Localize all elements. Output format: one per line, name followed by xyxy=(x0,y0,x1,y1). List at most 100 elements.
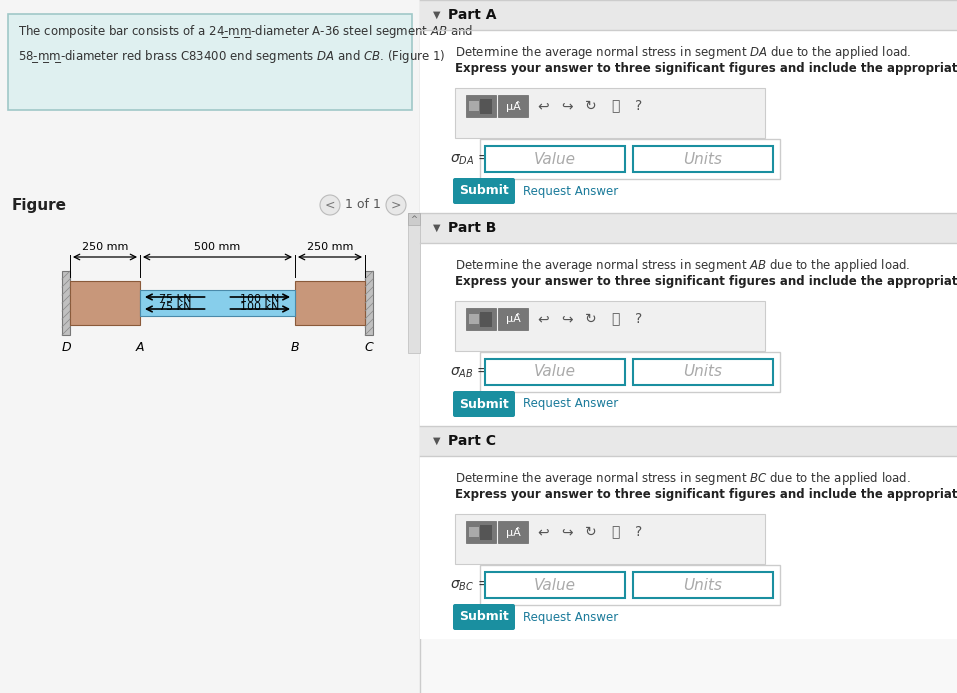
Text: Part A: Part A xyxy=(448,8,497,22)
Text: ↩: ↩ xyxy=(537,99,548,113)
FancyBboxPatch shape xyxy=(420,30,957,213)
Text: Determine the average normal stress in segment $AB$ due to the applied load.: Determine the average normal stress in s… xyxy=(455,257,910,274)
FancyBboxPatch shape xyxy=(8,14,412,110)
FancyBboxPatch shape xyxy=(466,521,496,543)
FancyBboxPatch shape xyxy=(469,101,479,111)
FancyBboxPatch shape xyxy=(485,572,625,598)
Text: ↻: ↻ xyxy=(585,312,597,326)
Text: ^: ^ xyxy=(411,215,417,224)
FancyBboxPatch shape xyxy=(70,281,140,325)
Text: Express your answer to three significant figures and include the appropriate uni: Express your answer to three significant… xyxy=(455,275,957,288)
Text: Submit: Submit xyxy=(459,398,509,410)
Text: 100 kN: 100 kN xyxy=(240,294,279,304)
FancyBboxPatch shape xyxy=(498,95,528,117)
Text: $\sigma_{AB}$ =: $\sigma_{AB}$ = xyxy=(450,366,489,380)
FancyBboxPatch shape xyxy=(420,0,957,30)
Text: 500 mm: 500 mm xyxy=(194,242,240,252)
FancyBboxPatch shape xyxy=(480,312,492,327)
FancyBboxPatch shape xyxy=(455,301,765,351)
FancyBboxPatch shape xyxy=(485,359,625,385)
Text: D: D xyxy=(61,341,71,354)
Text: ?: ? xyxy=(635,525,642,539)
Text: Submit: Submit xyxy=(459,184,509,198)
Text: Submit: Submit xyxy=(459,611,509,624)
Text: Value: Value xyxy=(534,577,576,593)
Text: Request Answer: Request Answer xyxy=(523,184,618,198)
Text: ↪: ↪ xyxy=(561,99,573,113)
Text: Value: Value xyxy=(534,152,576,166)
FancyBboxPatch shape xyxy=(455,514,765,564)
FancyBboxPatch shape xyxy=(453,604,515,630)
FancyBboxPatch shape xyxy=(455,88,765,138)
Text: $\sigma_{BC}$ =: $\sigma_{BC}$ = xyxy=(450,579,489,593)
FancyBboxPatch shape xyxy=(0,0,420,693)
Text: 100 kN: 100 kN xyxy=(240,302,279,312)
Circle shape xyxy=(386,195,406,215)
FancyBboxPatch shape xyxy=(498,308,528,330)
Text: Part B: Part B xyxy=(448,221,497,235)
Text: Express your answer to three significant figures and include the appropriate uni: Express your answer to three significant… xyxy=(455,62,957,75)
Text: The composite bar consists of a 24-̲m̲m̲-diameter A-36 steel segment $AB$ and
58: The composite bar consists of a 24-̲m̲m̲… xyxy=(18,23,473,65)
Text: Value: Value xyxy=(534,365,576,380)
Text: ⎓: ⎓ xyxy=(611,525,619,539)
Text: $\sigma_{DA}$ =: $\sigma_{DA}$ = xyxy=(450,152,490,167)
FancyBboxPatch shape xyxy=(469,314,479,324)
Text: Figure: Figure xyxy=(12,198,67,213)
Text: ↪: ↪ xyxy=(561,312,573,326)
Text: 250 mm: 250 mm xyxy=(307,242,353,252)
Text: Determine the average normal stress in segment $DA$ due to the applied load.: Determine the average normal stress in s… xyxy=(455,44,911,61)
FancyBboxPatch shape xyxy=(420,0,957,693)
FancyBboxPatch shape xyxy=(466,308,496,330)
FancyBboxPatch shape xyxy=(420,213,957,243)
Text: Express your answer to three significant figures and include the appropriate uni: Express your answer to three significant… xyxy=(455,488,957,501)
FancyBboxPatch shape xyxy=(466,95,496,117)
Text: B: B xyxy=(291,341,300,354)
FancyBboxPatch shape xyxy=(420,243,957,426)
Text: >: > xyxy=(390,198,401,211)
FancyBboxPatch shape xyxy=(408,213,420,353)
FancyBboxPatch shape xyxy=(633,146,773,172)
Text: ↩: ↩ xyxy=(537,525,548,539)
Text: μÂ: μÂ xyxy=(505,527,521,538)
Text: ?: ? xyxy=(635,312,642,326)
Text: Units: Units xyxy=(683,152,723,166)
FancyBboxPatch shape xyxy=(480,99,492,114)
Text: ↻: ↻ xyxy=(585,525,597,539)
FancyBboxPatch shape xyxy=(485,146,625,172)
FancyBboxPatch shape xyxy=(295,281,365,325)
Circle shape xyxy=(320,195,340,215)
Text: C: C xyxy=(365,341,373,354)
Text: Units: Units xyxy=(683,577,723,593)
Text: ▼: ▼ xyxy=(433,436,440,446)
Text: ▼: ▼ xyxy=(433,223,440,233)
Text: μÂ: μÂ xyxy=(505,313,521,324)
Text: 1 of 1: 1 of 1 xyxy=(345,198,381,211)
Text: ⎓: ⎓ xyxy=(611,312,619,326)
FancyBboxPatch shape xyxy=(62,271,70,335)
FancyBboxPatch shape xyxy=(140,290,295,316)
Text: Request Answer: Request Answer xyxy=(523,611,618,624)
FancyBboxPatch shape xyxy=(365,271,373,335)
FancyBboxPatch shape xyxy=(420,456,957,639)
Text: 75 kN: 75 kN xyxy=(159,302,191,312)
Text: A: A xyxy=(136,341,145,354)
Text: 250 mm: 250 mm xyxy=(81,242,128,252)
FancyBboxPatch shape xyxy=(498,521,528,543)
FancyBboxPatch shape xyxy=(453,178,515,204)
FancyBboxPatch shape xyxy=(453,391,515,417)
Text: 75 kN: 75 kN xyxy=(159,294,191,304)
Text: Units: Units xyxy=(683,365,723,380)
Text: ↻: ↻ xyxy=(585,99,597,113)
Text: ?: ? xyxy=(635,99,642,113)
Text: μÂ: μÂ xyxy=(505,100,521,112)
Text: ↪: ↪ xyxy=(561,525,573,539)
FancyBboxPatch shape xyxy=(633,359,773,385)
FancyBboxPatch shape xyxy=(633,572,773,598)
Text: Determine the average normal stress in segment $BC$ due to the applied load.: Determine the average normal stress in s… xyxy=(455,470,911,487)
FancyBboxPatch shape xyxy=(480,525,492,540)
Text: Request Answer: Request Answer xyxy=(523,398,618,410)
FancyBboxPatch shape xyxy=(408,213,420,225)
Text: ↩: ↩ xyxy=(537,312,548,326)
Text: ▼: ▼ xyxy=(433,10,440,20)
Text: <: < xyxy=(324,198,335,211)
